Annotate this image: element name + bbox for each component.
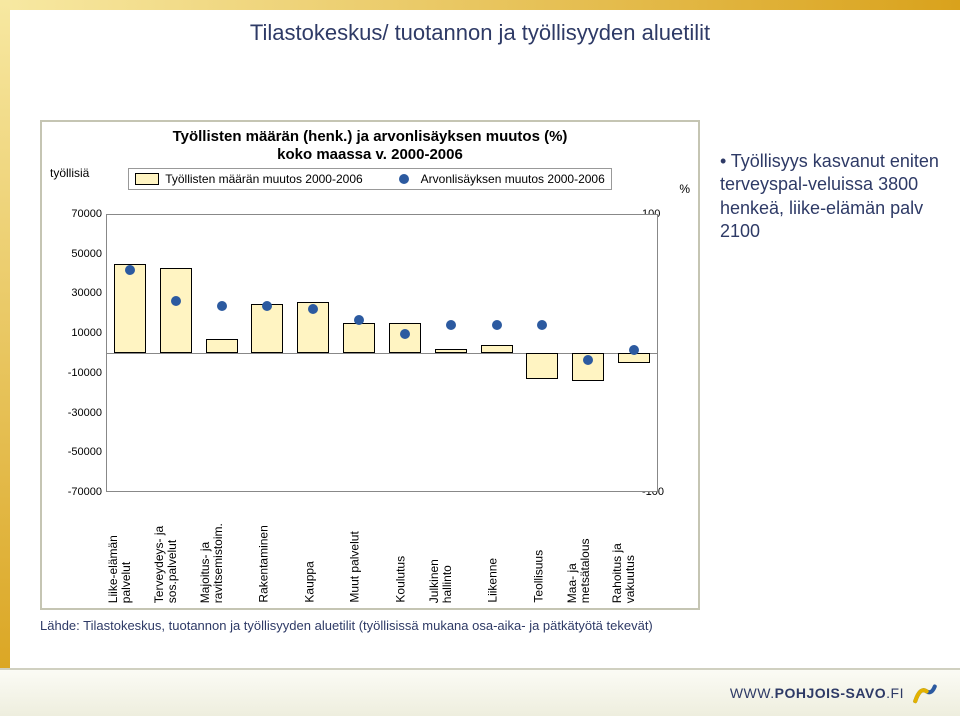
chart-bar <box>206 339 238 353</box>
chart-dot <box>262 301 272 311</box>
chart-dot <box>446 320 456 330</box>
chart-dot <box>171 296 181 306</box>
gradient-bar-top <box>10 0 960 10</box>
footer-tld: .FI <box>886 685 904 701</box>
footer-domain: POHJOIS-SAVO <box>775 685 887 701</box>
x-axis-label: Kauppa <box>303 493 316 603</box>
x-axis-label: Majoitus- ja ravitsemistoim. <box>199 493 224 603</box>
chart-bar <box>114 264 146 353</box>
legend-dot-swatch <box>399 174 409 184</box>
x-axis-label: Liike-elämän palvelut <box>107 493 132 603</box>
chart-category <box>336 215 382 491</box>
chart-dot <box>308 304 318 314</box>
chart-title: Työllisten määrän (henk.) ja arvonlisäyk… <box>50 128 690 164</box>
chart-category <box>520 215 566 491</box>
chart-title-line-1: Työllisten määrän (henk.) ja arvonlisäyk… <box>173 128 568 145</box>
plot-area: Liike-elämän palvelutTerveydeys- ja sos.… <box>106 214 658 492</box>
x-axis-labels: Liike-elämän palvelut Terveydeys- ja sos.… <box>107 493 657 603</box>
chart-bar <box>481 345 513 353</box>
chart-bar <box>343 323 375 353</box>
chart-dot <box>400 329 410 339</box>
annotation-text: •Työllisyys kasvanut eniten terveyspal-v… <box>720 150 940 244</box>
chart-bar <box>251 304 283 353</box>
y-right-unit: % <box>679 182 690 196</box>
chart-dot <box>125 265 135 275</box>
chart-dot <box>537 320 547 330</box>
x-axis-label: Koulutus <box>395 493 408 603</box>
chart-bar <box>435 349 467 353</box>
x-axis-label: Terveydeys- ja sos.palvelut <box>153 493 178 603</box>
annotation-bullet: • <box>720 150 731 173</box>
annotation-body: Työllisyys kasvanut eniten terveyspal-ve… <box>720 151 939 241</box>
legend-bars-label: Työllisten määrän muutos 2000-2006 <box>165 172 362 186</box>
chart-category <box>199 215 245 491</box>
chart-dot <box>629 345 639 355</box>
chart-dot <box>492 320 502 330</box>
chart-category <box>245 215 291 491</box>
legend-bar-swatch <box>135 173 159 185</box>
legend-dots-label: Arvonlisäyksen muutos 2000-2006 <box>421 172 605 186</box>
gradient-bar-left <box>0 0 10 716</box>
y-left-tick: 10000 <box>50 327 102 339</box>
y-left-tick: -70000 <box>50 486 102 498</box>
chart-category <box>565 215 611 491</box>
x-axis-label: Maa- ja metsätalous <box>565 493 590 603</box>
chart-dot <box>217 301 227 311</box>
y-ticks-left: 70000500003000010000-10000-30000-50000-7… <box>50 214 102 492</box>
x-axis-label: Rakentaminen <box>257 493 270 603</box>
source-line: Lähde: Tilastokeskus, tuotannon ja työll… <box>40 618 653 633</box>
chart-bar <box>526 353 558 379</box>
x-axis-label: Teollisuus <box>532 493 545 603</box>
y-left-tick: -10000 <box>50 367 102 379</box>
x-axis-label: Muut palvelut <box>349 493 362 603</box>
footer-logo-icon <box>912 680 938 706</box>
y-left-tick: 50000 <box>50 248 102 260</box>
chart-legend: Työllisten määrän muutos 2000-2006 Arvon… <box>128 168 612 190</box>
plot-area-wrap: 70000500003000010000-10000-30000-50000-7… <box>106 214 658 492</box>
legend-dots: Arvonlisäyksen muutos 2000-2006 <box>393 172 605 186</box>
chart-panel: Työllisten määrän (henk.) ja arvonlisäyk… <box>40 120 700 610</box>
chart-category <box>153 215 199 491</box>
footer-bar: WWW.POHJOIS-SAVO.FI <box>0 668 960 716</box>
y-left-unit: työllisiä <box>50 166 89 180</box>
page-title: Tilastokeskus/ tuotannon ja työllisyyden… <box>0 20 960 46</box>
legend-bars: Työllisten määrän muutos 2000-2006 <box>135 172 362 186</box>
chart-title-line-2: koko maassa v. 2000-2006 <box>277 146 463 163</box>
x-axis-label: Julkinen hallinto <box>428 493 453 603</box>
y-left-tick: -50000 <box>50 446 102 458</box>
chart-category <box>107 215 153 491</box>
chart-category <box>428 215 474 491</box>
slide: Tilastokeskus/ tuotannon ja työllisyyden… <box>0 0 960 716</box>
x-axis-label: Rahoitus ja vakuutus <box>611 493 636 603</box>
chart-category <box>382 215 428 491</box>
x-axis-label: Liikenne <box>486 493 499 603</box>
chart-dot <box>354 315 364 325</box>
y-left-tick: -30000 <box>50 407 102 419</box>
chart-category <box>290 215 336 491</box>
chart-category <box>611 215 657 491</box>
chart-category <box>474 215 520 491</box>
y-left-tick: 70000 <box>50 208 102 220</box>
y-left-tick: 30000 <box>50 287 102 299</box>
chart-bar <box>160 268 192 353</box>
chart-dot <box>583 355 593 365</box>
footer-www: WWW. <box>730 685 775 701</box>
